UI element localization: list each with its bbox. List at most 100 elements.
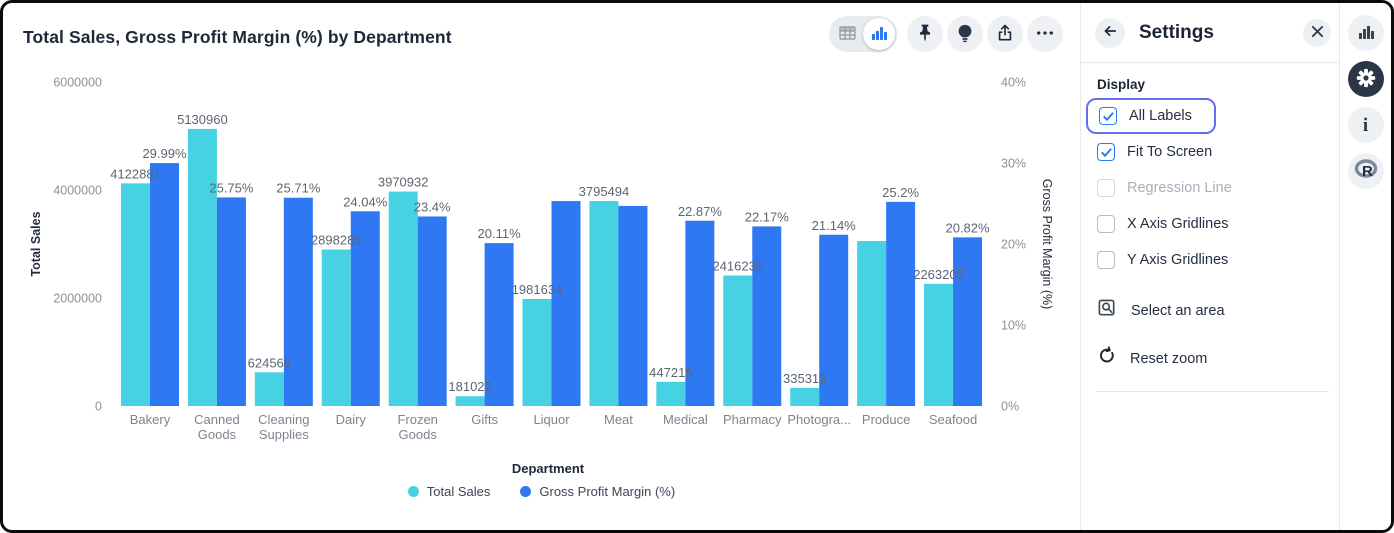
more-button[interactable] [1027,16,1063,52]
bar-gross-profit-margin[interactable] [953,237,983,406]
bar-gross-profit-margin[interactable] [216,197,246,406]
select-area-button[interactable]: Select an area [1097,288,1329,334]
bar-gross-profit-margin[interactable] [685,220,715,406]
back-button[interactable] [1095,17,1125,48]
legend-swatch [407,486,419,497]
insights-button[interactable] [947,16,983,52]
bar-gross-profit-margin[interactable] [752,226,782,406]
chart-view-button[interactable] [863,18,895,50]
bar-gross-profit-margin[interactable] [551,201,581,406]
x-axis-category-label: Frozen [397,412,437,427]
bar-value-label: 25.71% [276,181,321,196]
bar-gross-profit-margin[interactable] [150,163,179,406]
bar-total-sales[interactable] [522,298,552,406]
settings-header: Settings [1081,3,1345,63]
bar-total-sales[interactable] [857,241,887,406]
chart-title: Total Sales, Gross Profit Margin (%) by … [23,27,452,47]
legend-item[interactable]: Total Sales [407,484,490,499]
bar-gross-profit-margin[interactable] [350,211,380,406]
bar-total-sales[interactable] [455,396,485,406]
bar-value-label: 23.4% [414,199,451,214]
display-options: All Labels Fit To Screen Regression Line X … [1086,98,1329,278]
bar-total-sales[interactable] [723,275,753,406]
bar-value-label: 25.75% [209,180,254,195]
x-axis-category-label: Bakery [130,412,171,427]
bar-total-sales[interactable] [924,283,954,406]
bar-total-sales[interactable] [656,381,686,406]
checkbox-x-axis-gridlines[interactable] [1097,215,1115,233]
display-section-label: Display [1097,77,1146,92]
bar-gross-profit-margin[interactable] [819,234,849,406]
bar-value-label: 2263205 [913,267,964,282]
rail-r-button[interactable]: R [1347,153,1384,189]
reset-zoom-button[interactable]: Reset zoom [1097,336,1329,381]
bar-value-label: 447215 [649,365,692,380]
bar-value-label: 25.2% [882,185,919,200]
x-axis-title: Department [512,461,585,476]
bar-total-sales[interactable] [388,191,418,406]
back-arrow-icon [1101,22,1119,43]
bar-total-sales[interactable] [254,372,284,406]
rail-info-button[interactable]: i [1347,107,1384,143]
svg-text:R: R [1362,163,1373,180]
reset-zoom-icon [1097,346,1117,371]
info-icon: i [1362,114,1369,136]
x-axis-category-label: Seafood [929,412,977,427]
bar-total-sales[interactable] [790,387,820,406]
area-select-icon [1097,298,1118,324]
bar-total-sales[interactable] [589,201,619,406]
x-axis-category-label: Liquor [533,412,570,427]
close-icon [1311,25,1324,41]
panel-divider [1097,391,1329,392]
checkbox-label-all-labels: All Labels [1129,108,1192,124]
bar-value-label: 2416230 [712,259,763,274]
legend-item[interactable]: Gross Profit Margin (%) [520,484,675,499]
x-axis-category-label: Gifts [471,412,498,427]
left-axis-title: Total Sales [29,211,43,276]
pushpin-icon [915,23,935,46]
x-axis-category-label: Produce [862,412,910,427]
share-button[interactable] [987,16,1023,52]
bar-gross-profit-margin[interactable] [283,197,313,406]
x-axis-category-label: Pharmacy [723,412,782,427]
bar-value-label: 20.11% [478,226,522,241]
y-axis-tick-left: 0 [95,400,102,414]
bar-value-label: 1981634 [512,282,563,297]
chart-section: Total Sales, Gross Profit Margin (%) by … [3,3,1080,530]
bar-gross-profit-margin[interactable] [618,205,648,406]
bar-value-label: 3970932 [378,175,429,190]
rail-chart-button[interactable] [1347,15,1384,51]
bar-gross-profit-margin[interactable] [484,243,514,406]
pin-button[interactable] [907,16,943,52]
bar-gross-profit-margin[interactable] [886,201,916,406]
checkbox-all-labels[interactable] [1099,107,1117,125]
x-axis-category-label: Supplies [259,427,309,442]
bar-total-sales[interactable] [121,183,150,406]
bar-chart[interactable]: 0 2000000 4000000 6000000 0% 10% 20% 30% 40% Tota… [3,3,1080,533]
bar-total-sales[interactable] [321,249,351,406]
bar-value-label: 20.82% [945,220,990,235]
table-view-button[interactable] [831,18,863,50]
x-axis-category-label: Photogra... [787,412,851,427]
close-button[interactable] [1303,18,1331,47]
bar-value-label: 29.99% [142,146,187,161]
x-axis-category-label: Medical [663,412,708,427]
checkbox-label-fit-to-screen: Fit To Screen [1127,144,1213,160]
bar-value-label: 335312 [783,371,826,386]
checkbox-y-axis-gridlines[interactable] [1097,251,1115,269]
checkbox-row-all-labels[interactable]: All Labels [1086,98,1216,134]
checkbox-row-x-axis-gridlines[interactable]: X Axis Gridlines [1097,206,1329,242]
bar-gross-profit-margin[interactable] [417,216,447,406]
view-toggle [829,16,897,52]
x-axis-category-label: Goods [198,427,237,442]
rail-settings-button[interactable] [1347,61,1384,97]
x-axis-category-label: Canned [194,412,240,427]
checkbox-row-y-axis-gridlines[interactable]: Y Axis Gridlines [1097,242,1329,278]
checkbox-fit-to-screen[interactable] [1097,143,1115,161]
bar-chart-icon [1358,24,1374,43]
bar-total-sales[interactable] [187,128,217,406]
check-icon [1100,147,1112,157]
checkbox-row-fit-to-screen[interactable]: Fit To Screen [1097,134,1329,170]
share-icon [995,23,1015,46]
checkbox-label-x-axis-gridlines: X Axis Gridlines [1127,216,1229,232]
